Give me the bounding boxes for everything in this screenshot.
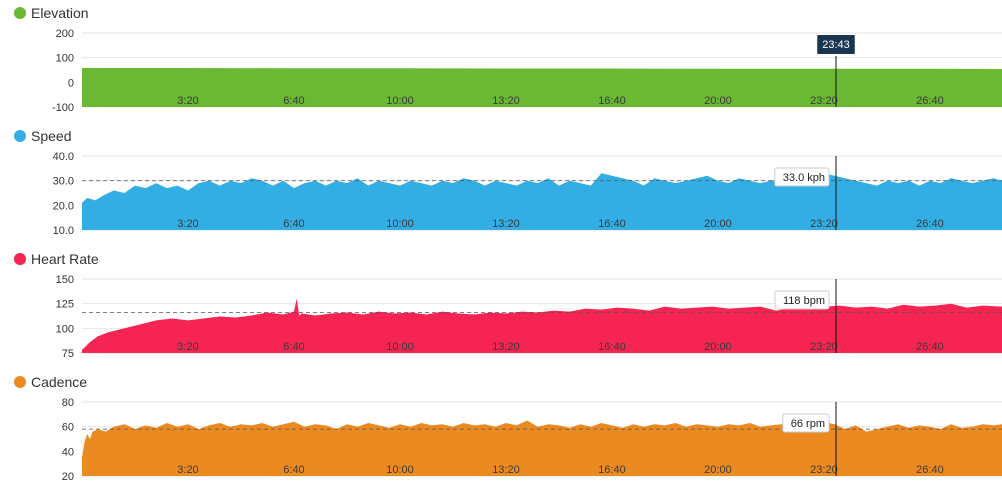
speed-y-tick-label: 10.0 <box>53 225 74 237</box>
cadence-y-tick-label: 40 <box>62 446 74 458</box>
heart-rate-x-tick-label: 3:20 <box>177 341 198 353</box>
speed-cursor-value: 33.0 kph <box>783 172 825 184</box>
speed-x-tick-label: 10:00 <box>386 218 414 230</box>
speed-x-tick-label: 16:40 <box>598 218 626 230</box>
cadence-x-tick-label: 26:40 <box>916 464 944 476</box>
elevation-x-tick-label: 13:20 <box>492 95 520 107</box>
cadence-cursor-value-box <box>782 413 830 433</box>
speed-cursor-value-box <box>774 167 830 187</box>
cadence-x-tick-label: 23:20 <box>810 464 838 476</box>
cadence-y-tick-label: 60 <box>62 422 74 434</box>
heart-rate-area[interactable] <box>82 298 1002 353</box>
heart-rate-legend-dot <box>14 253 26 265</box>
heart-rate-x-tick-label: 6:40 <box>283 341 304 353</box>
elevation-y-tick-label: 0 <box>68 77 74 89</box>
elevation-x-tick-label: 3:20 <box>177 95 198 107</box>
elevation-y-tick-label: 200 <box>56 28 74 40</box>
elevation-x-tick-label: 20:00 <box>704 95 732 107</box>
cursor-time-tooltip: 23:43 <box>817 35 855 54</box>
elevation-area[interactable] <box>82 68 1002 107</box>
speed-x-tick-label: 23:20 <box>810 218 838 230</box>
speed-x-tick-label: 6:40 <box>283 218 304 230</box>
heart-rate-title: Heart Rate <box>31 251 99 267</box>
cadence-y-tick-label: 20 <box>62 471 74 483</box>
speed-x-tick-label: 20:00 <box>704 218 732 230</box>
heart-rate-x-tick-label: 13:20 <box>492 341 520 353</box>
elevation-y-tick-label: 100 <box>56 53 74 65</box>
speed-legend-dot <box>14 130 26 142</box>
heart-rate-x-tick-label: 16:40 <box>598 341 626 353</box>
heart-rate-panel: Heart Rate 150 125 100 75 3:20 6:40 10:00 13:20 1… <box>14 251 1002 360</box>
elevation-x-tick-label: 16:40 <box>598 95 626 107</box>
cadence-title: Cadence <box>31 374 87 390</box>
heart-rate-y-tick-label: 75 <box>62 348 74 360</box>
speed-y-tick-label: 30.0 <box>53 176 74 188</box>
cadence-area[interactable] <box>82 420 1002 477</box>
heart-rate-cursor-value-box <box>774 290 830 310</box>
heart-rate-x-tick-label: 23:20 <box>810 341 838 353</box>
speed-y-tick-label: 40.0 <box>53 151 74 163</box>
cadence-panel: Cadence 80 60 40 20 3:20 6:40 10:00 13:20 16:40 20… <box>14 374 1002 483</box>
elevation-title: Elevation <box>31 5 89 21</box>
elevation-legend-dot <box>14 7 26 19</box>
cursor-time-label: 23:43 <box>822 39 850 51</box>
cadence-x-tick-label: 3:20 <box>177 464 198 476</box>
elevation-x-tick-label: 10:00 <box>386 95 414 107</box>
cadence-x-tick-label: 16:40 <box>598 464 626 476</box>
elevation-panel: Elevation 200 100 0 -100 3:20 6:40 10:00 13:20 16… <box>14 5 1002 114</box>
cadence-legend-dot <box>14 376 26 388</box>
cadence-x-tick-label: 6:40 <box>283 464 304 476</box>
cadence-x-tick-label: 10:00 <box>386 464 414 476</box>
speed-x-tick-label: 26:40 <box>916 218 944 230</box>
heart-rate-y-tick-label: 150 <box>56 274 74 286</box>
cadence-x-tick-label: 13:20 <box>492 464 520 476</box>
speed-x-tick-label: 3:20 <box>177 218 198 230</box>
cadence-y-tick-label: 80 <box>62 397 74 409</box>
heart-rate-x-tick-label: 20:00 <box>704 341 732 353</box>
speed-panel: Speed 40.0 30.0 20.0 10.0 3:20 6:40 10:00 13:20 1… <box>14 128 1002 237</box>
cadence-x-tick-label: 20:00 <box>704 464 732 476</box>
heart-rate-y-tick-label: 125 <box>56 299 74 311</box>
speed-x-tick-label: 13:20 <box>492 218 520 230</box>
heart-rate-x-tick-label: 10:00 <box>386 341 414 353</box>
speed-area[interactable] <box>82 173 1002 230</box>
heart-rate-x-tick-label: 26:40 <box>916 341 944 353</box>
heart-rate-y-tick-label: 100 <box>56 323 74 335</box>
cursor-time-box <box>817 35 855 54</box>
heart-rate-cursor-value: 118 bpm <box>783 295 825 307</box>
speed-title: Speed <box>31 128 71 144</box>
elevation-x-tick-label: 26:40 <box>916 95 944 107</box>
elevation-x-tick-label: 23:20 <box>810 95 838 107</box>
cadence-cursor-value: 66 rpm <box>791 418 825 430</box>
speed-y-tick-label: 20.0 <box>53 200 74 212</box>
elevation-x-tick-label: 6:40 <box>283 95 304 107</box>
elevation-y-tick-label: -100 <box>52 102 74 114</box>
